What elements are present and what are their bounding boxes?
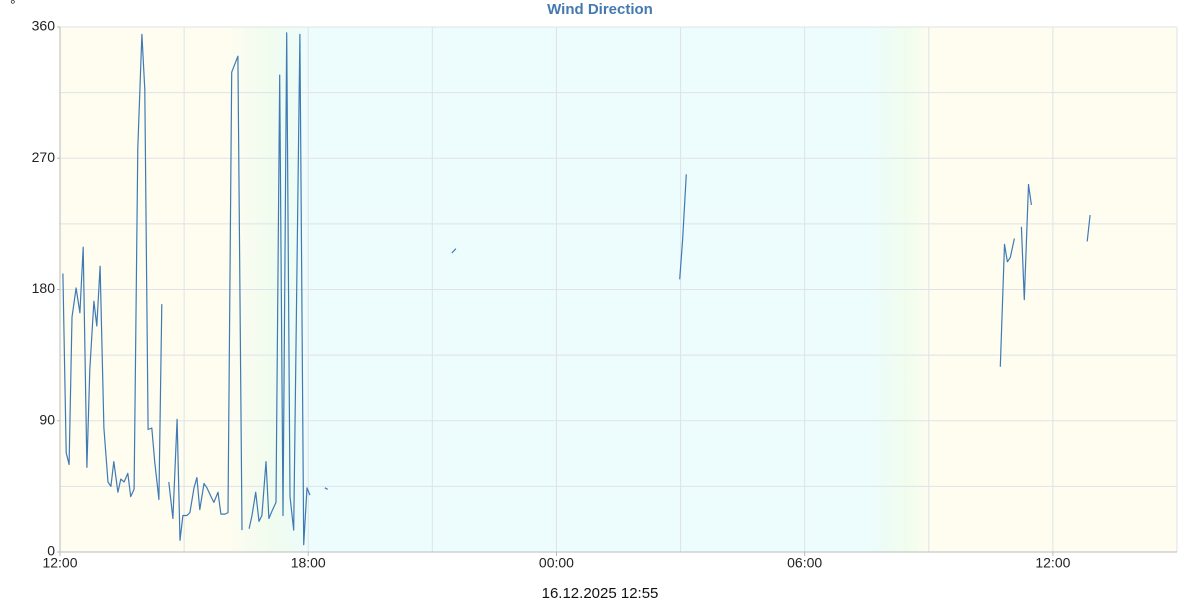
x-tick-label: 12:00 xyxy=(1035,555,1070,571)
y-tick-label: 270 xyxy=(32,149,56,165)
footer-timestamp: 16.12.2025 12:55 xyxy=(542,585,659,600)
y-tick-label: 360 xyxy=(32,18,56,34)
labels: 0 90 180 270 360 12:00 18:00 00:00 06:00 12:00 xyxy=(32,18,1071,571)
y-tick-label: 180 xyxy=(32,280,56,296)
y-unit: ° xyxy=(10,0,16,13)
x-tick-label: 06:00 xyxy=(787,555,822,571)
x-tick-label: 12:00 xyxy=(42,555,77,571)
x-tick-label: 00:00 xyxy=(539,555,574,571)
y-tick-label: 90 xyxy=(39,411,55,427)
x-tick-label: 18:00 xyxy=(291,555,326,571)
line-series xyxy=(62,32,1091,546)
marks xyxy=(62,32,1091,546)
chart-title: Wind Direction xyxy=(547,1,653,18)
grid xyxy=(57,26,1178,556)
y-tick-label: 0 xyxy=(47,543,55,559)
